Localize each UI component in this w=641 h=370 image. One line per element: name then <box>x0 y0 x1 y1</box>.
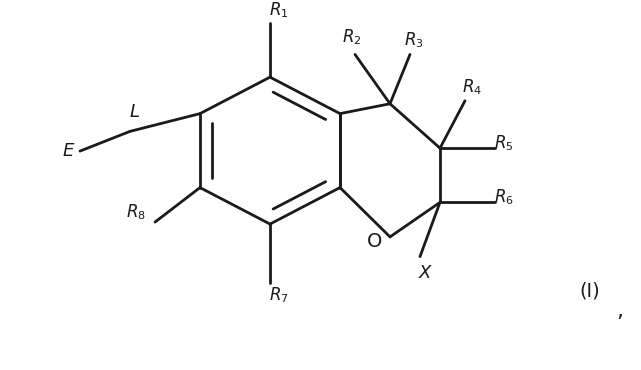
Text: R: R <box>494 188 506 206</box>
Text: R: R <box>462 78 474 96</box>
Text: E: E <box>62 142 74 160</box>
Text: 7: 7 <box>281 294 288 304</box>
Text: 5: 5 <box>506 142 513 152</box>
Text: 2: 2 <box>353 36 360 46</box>
Text: ,: , <box>617 301 624 321</box>
Text: 4: 4 <box>474 86 481 96</box>
Text: R: R <box>126 203 138 221</box>
Text: R: R <box>342 28 354 46</box>
Text: R: R <box>269 286 281 304</box>
Text: (I): (I) <box>579 282 601 300</box>
Text: 1: 1 <box>281 9 288 19</box>
Text: 6: 6 <box>506 196 513 206</box>
Text: 3: 3 <box>415 38 422 48</box>
Text: O: O <box>367 232 383 251</box>
Text: X: X <box>419 264 431 282</box>
Text: R: R <box>269 1 281 19</box>
Text: L: L <box>130 102 140 121</box>
Text: 8: 8 <box>137 211 145 221</box>
Text: R: R <box>404 31 416 49</box>
Text: R: R <box>494 134 506 152</box>
